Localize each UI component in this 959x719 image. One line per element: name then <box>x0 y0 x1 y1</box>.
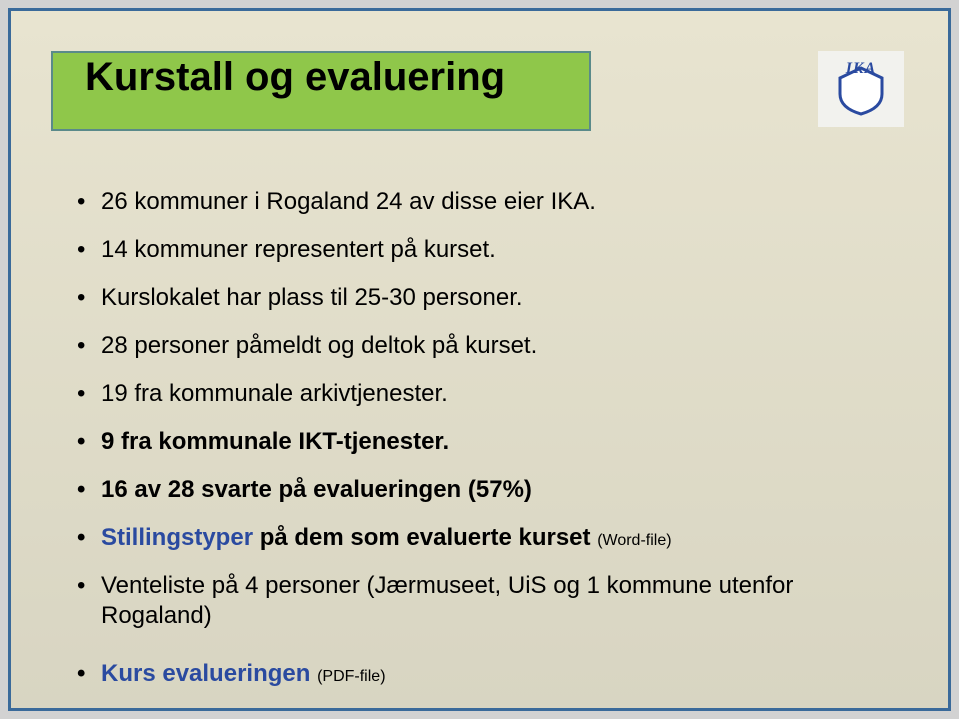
bullet-text: 19 fra kommunale arkivtjenester. <box>101 380 448 407</box>
bullet-item: Stillingstyper på dem som evaluerte kurs… <box>77 523 882 553</box>
bullet-item: 26 kommuner i Rogaland 24 av disse eier … <box>77 187 882 217</box>
bullet-text: 9 fra kommunale IKT-tjenester. <box>101 428 449 455</box>
bullet-text: 26 kommuner i Rogaland 24 av disse eier … <box>101 188 596 215</box>
bullet-item: 16 av 28 svarte på evalueringen (57%) <box>77 475 882 505</box>
bullet-item: Venteliste på 4 personer (Jærmuseet, UiS… <box>77 571 882 631</box>
slide-title: Kurstall og evaluering <box>85 55 505 100</box>
bullet-item: 14 kommuner representert på kurset. <box>77 235 882 265</box>
bullet-item: 19 fra kommunale arkivtjenester. <box>77 379 882 409</box>
bullet-item: Kurslokalet har plass til 25-30 personer… <box>77 283 882 313</box>
bullet-text: 28 personer påmeldt og deltok på kurset. <box>101 332 537 359</box>
ika-logo: IKA <box>836 62 886 116</box>
bullet-text-rest: på dem som evaluerte kurset <box>253 524 597 551</box>
kurs-evalueringen-link[interactable]: Kurs evalueringen <box>101 660 310 687</box>
slide: Kurstall og evaluering IKA 26 kommuner i… <box>8 8 951 711</box>
stillingstyper-link[interactable]: Stillingstyper <box>101 524 253 551</box>
ika-logo-text: IKA <box>836 60 886 78</box>
bullet-text: 16 av 28 svarte på evalueringen (57%) <box>101 476 532 503</box>
bullet-text: 14 kommuner representert på kurset. <box>101 236 496 263</box>
bullet-list: 26 kommuner i Rogaland 24 av disse eier … <box>77 187 882 707</box>
bullet-suffix: (PDF-file) <box>317 668 385 685</box>
bullet-text: Venteliste på 4 personer (Jærmuseet, UiS… <box>101 572 793 629</box>
bullet-suffix: (Word-file) <box>597 532 671 549</box>
bullet-item: Kurs evalueringen (PDF-file) <box>77 659 882 689</box>
logo-box: IKA <box>818 51 904 127</box>
bullet-text: Kurslokalet har plass til 25-30 personer… <box>101 284 523 311</box>
bullet-item: 28 personer påmeldt og deltok på kurset. <box>77 331 882 361</box>
bullet-item: 9 fra kommunale IKT-tjenester. <box>77 427 882 457</box>
